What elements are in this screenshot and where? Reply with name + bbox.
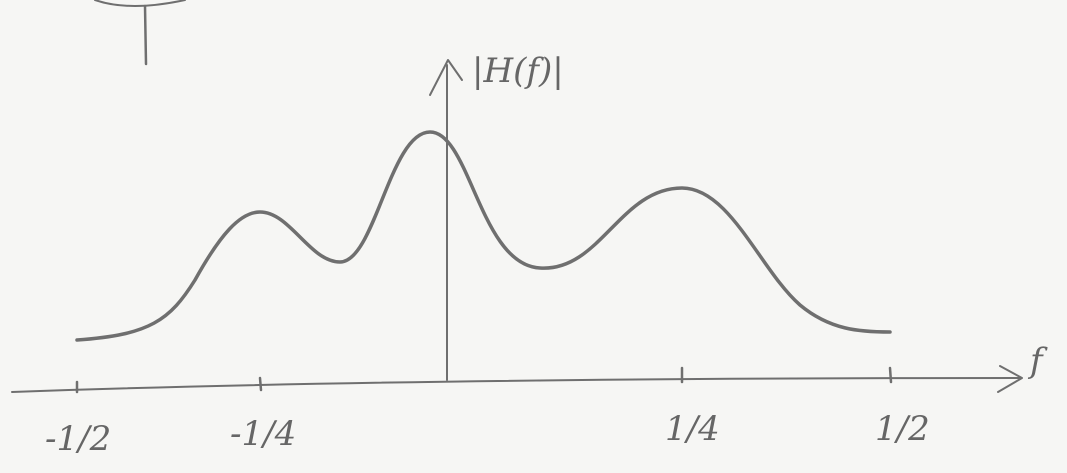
sketch: |H(f)| f -1/2 -1/4 1/4 1/2 [0,0,1067,473]
fragment-line [145,6,146,64]
x-tick-label: -1/4 [230,414,296,454]
fragment-arc [95,0,185,6]
x-tick-label: 1/2 [875,409,930,449]
response-curve [77,132,890,340]
y-axis-label: |H(f)| [472,51,564,91]
x-axis [12,378,1020,392]
tick [260,378,261,390]
x-axis-label: f [1027,341,1048,381]
tick [890,368,891,382]
x-tick-label: 1/4 [665,409,720,449]
x-tick-label: -1/2 [45,419,111,459]
